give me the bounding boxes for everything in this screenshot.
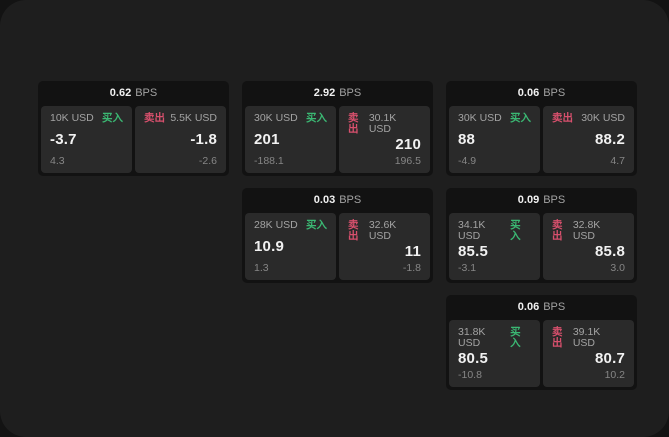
bps-unit-label: BPS (339, 194, 362, 206)
card-header: 2.92 BPS (242, 81, 433, 106)
sell-amount: 30.1K USD (368, 112, 397, 135)
buy-price: 80.5 (458, 350, 488, 368)
buy-sub-value: -3.1 (458, 261, 477, 274)
buy-sub-value: 4.3 (50, 154, 65, 167)
sell-side-label: 卖出 (348, 112, 359, 135)
panels-row: 28K USD 买入 10.9 1.3 卖出 32.6K USD 11 -1.8 (242, 213, 433, 283)
quote-card: 0.06 BPS 31.8K USD 买入 80.5 -10.8 卖出 39.1… (446, 295, 637, 390)
sell-side-label: 卖出 (348, 219, 359, 242)
buy-panel[interactable]: 30K USD 买入 88 -4.9 (449, 106, 540, 173)
sell-price: -1.8 (190, 131, 217, 148)
sell-panel[interactable]: 卖出 5.5K USD -1.8 -2.6 (135, 106, 226, 173)
bps-unit-label: BPS (135, 87, 158, 99)
quote-card: 0.03 BPS 28K USD 买入 10.9 1.3 卖出 32.6K US… (242, 188, 433, 283)
quote-card: 0.06 BPS 30K USD 买入 88 -4.9 卖出 30K USD (446, 81, 637, 176)
sell-price: 80.7 (595, 350, 625, 368)
buy-amount: 30K USD (458, 112, 502, 124)
quote-card: 2.92 BPS 30K USD 买入 201 -188.1 卖出 30.1K … (242, 81, 433, 176)
buy-side-label: 买入 (510, 112, 531, 124)
buy-panel[interactable]: 10K USD 买入 -3.7 4.3 (41, 106, 132, 173)
sell-amount: 39.1K USD (572, 326, 601, 349)
buy-price: 85.5 (458, 243, 488, 261)
buy-panel[interactable]: 30K USD 买入 201 -188.1 (245, 106, 336, 173)
bps-value: 0.06 (517, 301, 540, 313)
sell-amount: 5.5K USD (170, 112, 217, 124)
bps-value: 0.09 (517, 194, 540, 206)
sell-amount: 32.6K USD (368, 219, 397, 242)
sell-amount: 30K USD (581, 112, 625, 124)
buy-amount: 28K USD (254, 219, 298, 231)
bps-value: 2.92 (313, 87, 336, 99)
buy-side-label: 买入 (306, 112, 327, 124)
sell-panel[interactable]: 卖出 39.1K USD 80.7 10.2 (543, 320, 634, 387)
quote-card: 0.09 BPS 34.1K USD 买入 85.5 -3.1 卖出 32.8K… (446, 188, 637, 283)
buy-side-label: 买入 (510, 326, 521, 349)
sell-panel[interactable]: 卖出 30.1K USD 210 196.5 (339, 106, 430, 173)
buy-amount: 10K USD (50, 112, 94, 124)
bps-unit-label: BPS (543, 301, 566, 313)
buy-price: -3.7 (50, 131, 77, 148)
buy-amount: 34.1K USD (458, 219, 486, 242)
buy-price: 201 (254, 131, 280, 148)
sell-side-label: 卖出 (552, 112, 573, 124)
bps-value: 0.62 (109, 87, 132, 99)
panels-row: 30K USD 买入 88 -4.9 卖出 30K USD 88.2 4.7 (446, 106, 637, 176)
sell-panel[interactable]: 卖出 32.8K USD 85.8 3.0 (543, 213, 634, 280)
sell-panel[interactable]: 卖出 30K USD 88.2 4.7 (543, 106, 634, 173)
bps-value: 0.06 (517, 87, 540, 99)
panels-row: 30K USD 买入 201 -188.1 卖出 30.1K USD 210 1… (242, 106, 433, 176)
buy-side-label: 买入 (306, 219, 327, 231)
buy-panel[interactable]: 34.1K USD 买入 85.5 -3.1 (449, 213, 540, 280)
sell-side-label: 卖出 (552, 326, 563, 349)
panels-row: 34.1K USD 买入 85.5 -3.1 卖出 32.8K USD 85.8… (446, 213, 637, 283)
buy-panel[interactable]: 31.8K USD 买入 80.5 -10.8 (449, 320, 540, 387)
card-header: 0.06 BPS (446, 81, 637, 106)
sell-price: 11 (404, 243, 421, 261)
buy-price: 88 (458, 131, 476, 148)
sell-sub-value: -2.6 (198, 154, 217, 167)
buy-price: 10.9 (254, 238, 284, 255)
card-header: 0.06 BPS (446, 295, 637, 320)
card-header: 0.03 BPS (242, 188, 433, 213)
sell-sub-value: -1.8 (402, 261, 421, 274)
buy-side-label: 买入 (102, 112, 123, 124)
quote-card: 0.62 BPS 10K USD 买入 -3.7 4.3 卖出 5.5K USD (38, 81, 229, 176)
buy-panel[interactable]: 28K USD 买入 10.9 1.3 (245, 213, 336, 280)
buy-sub-value: -10.8 (458, 368, 482, 381)
sell-side-label: 卖出 (144, 112, 165, 124)
card-header: 0.62 BPS (38, 81, 229, 106)
sell-side-label: 卖出 (552, 219, 563, 242)
sell-sub-value: 4.7 (610, 154, 625, 167)
sell-sub-value: 10.2 (604, 368, 625, 381)
buy-sub-value: 1.3 (254, 261, 269, 274)
bps-unit-label: BPS (339, 87, 362, 99)
quote-cards-grid: 0.62 BPS 10K USD 买入 -3.7 4.3 卖出 5.5K USD (38, 81, 637, 390)
sell-panel[interactable]: 卖出 32.6K USD 11 -1.8 (339, 213, 430, 280)
panels-row: 10K USD 买入 -3.7 4.3 卖出 5.5K USD -1.8 -2.… (38, 106, 229, 176)
sell-amount: 32.8K USD (572, 219, 601, 242)
card-header: 0.09 BPS (446, 188, 637, 213)
buy-sub-value: -188.1 (254, 154, 284, 167)
sell-sub-value: 3.0 (610, 261, 625, 274)
buy-amount: 30K USD (254, 112, 298, 124)
buy-amount: 31.8K USD (458, 326, 486, 349)
sell-price: 85.8 (595, 243, 625, 261)
sell-price: 88.2 (595, 131, 625, 148)
panels-row: 31.8K USD 买入 80.5 -10.8 卖出 39.1K USD 80.… (446, 320, 637, 390)
bps-unit-label: BPS (543, 194, 566, 206)
bps-unit-label: BPS (543, 87, 566, 99)
buy-sub-value: -4.9 (458, 154, 477, 167)
sell-sub-value: 196.5 (394, 154, 421, 167)
sell-price: 210 (395, 136, 421, 154)
buy-side-label: 买入 (510, 219, 521, 242)
bps-value: 0.03 (313, 194, 336, 206)
